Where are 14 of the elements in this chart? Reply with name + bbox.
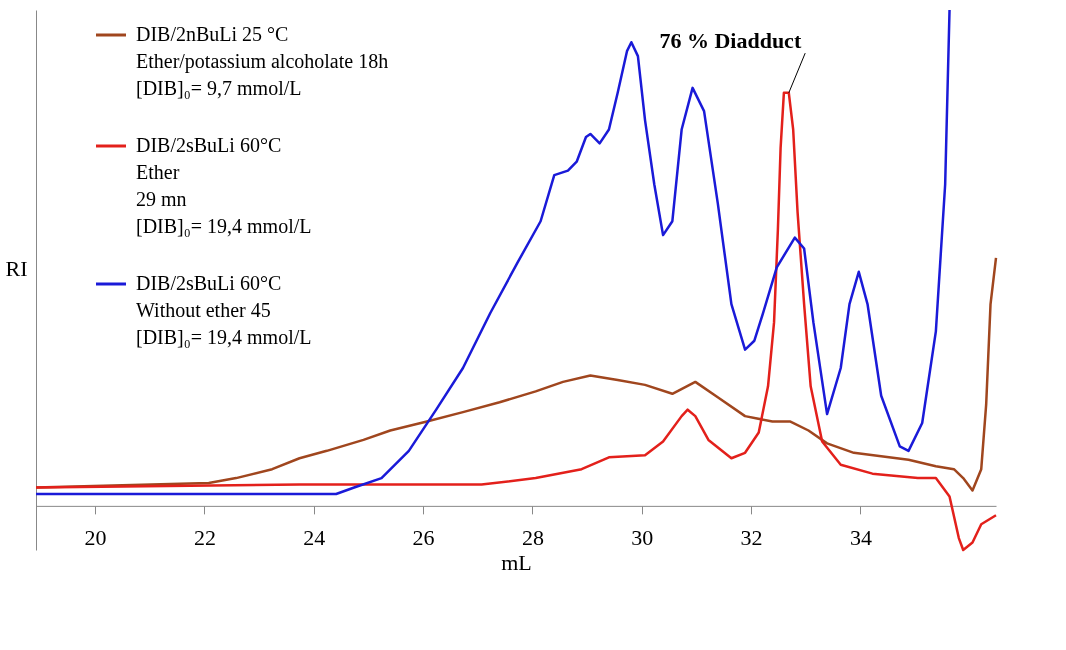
legend-label: DIB/2sBuLi 60°C Ether 29 mn [DIB]₀= 19,4 mmol/L <box>136 134 312 237</box>
x-tick-label: 32 <box>740 525 763 551</box>
legend-label: DIB/2sBuLi 60°C Without ether 45 [DIB]₀= 19,4 mmol/L <box>136 272 312 348</box>
x-tick-label: 20 <box>84 525 107 551</box>
x-tick-label: 24 <box>303 525 326 551</box>
x-axis-title: mL <box>501 550 532 576</box>
x-tick-label: 30 <box>631 525 654 551</box>
x-tick-label: 28 <box>521 525 544 551</box>
x-tick-label: 26 <box>412 525 435 551</box>
x-tick-label: 34 <box>849 525 872 551</box>
annotation: 76 % Diadduct <box>659 28 802 54</box>
x-tick-label: 22 <box>193 525 216 551</box>
y-axis-title: RI <box>5 255 28 281</box>
legend-label: DIB/2nBuLi 25 °C Ether/potassium alcoholate 18h [DIB]₀= 9,7 mmol/L <box>136 23 389 99</box>
